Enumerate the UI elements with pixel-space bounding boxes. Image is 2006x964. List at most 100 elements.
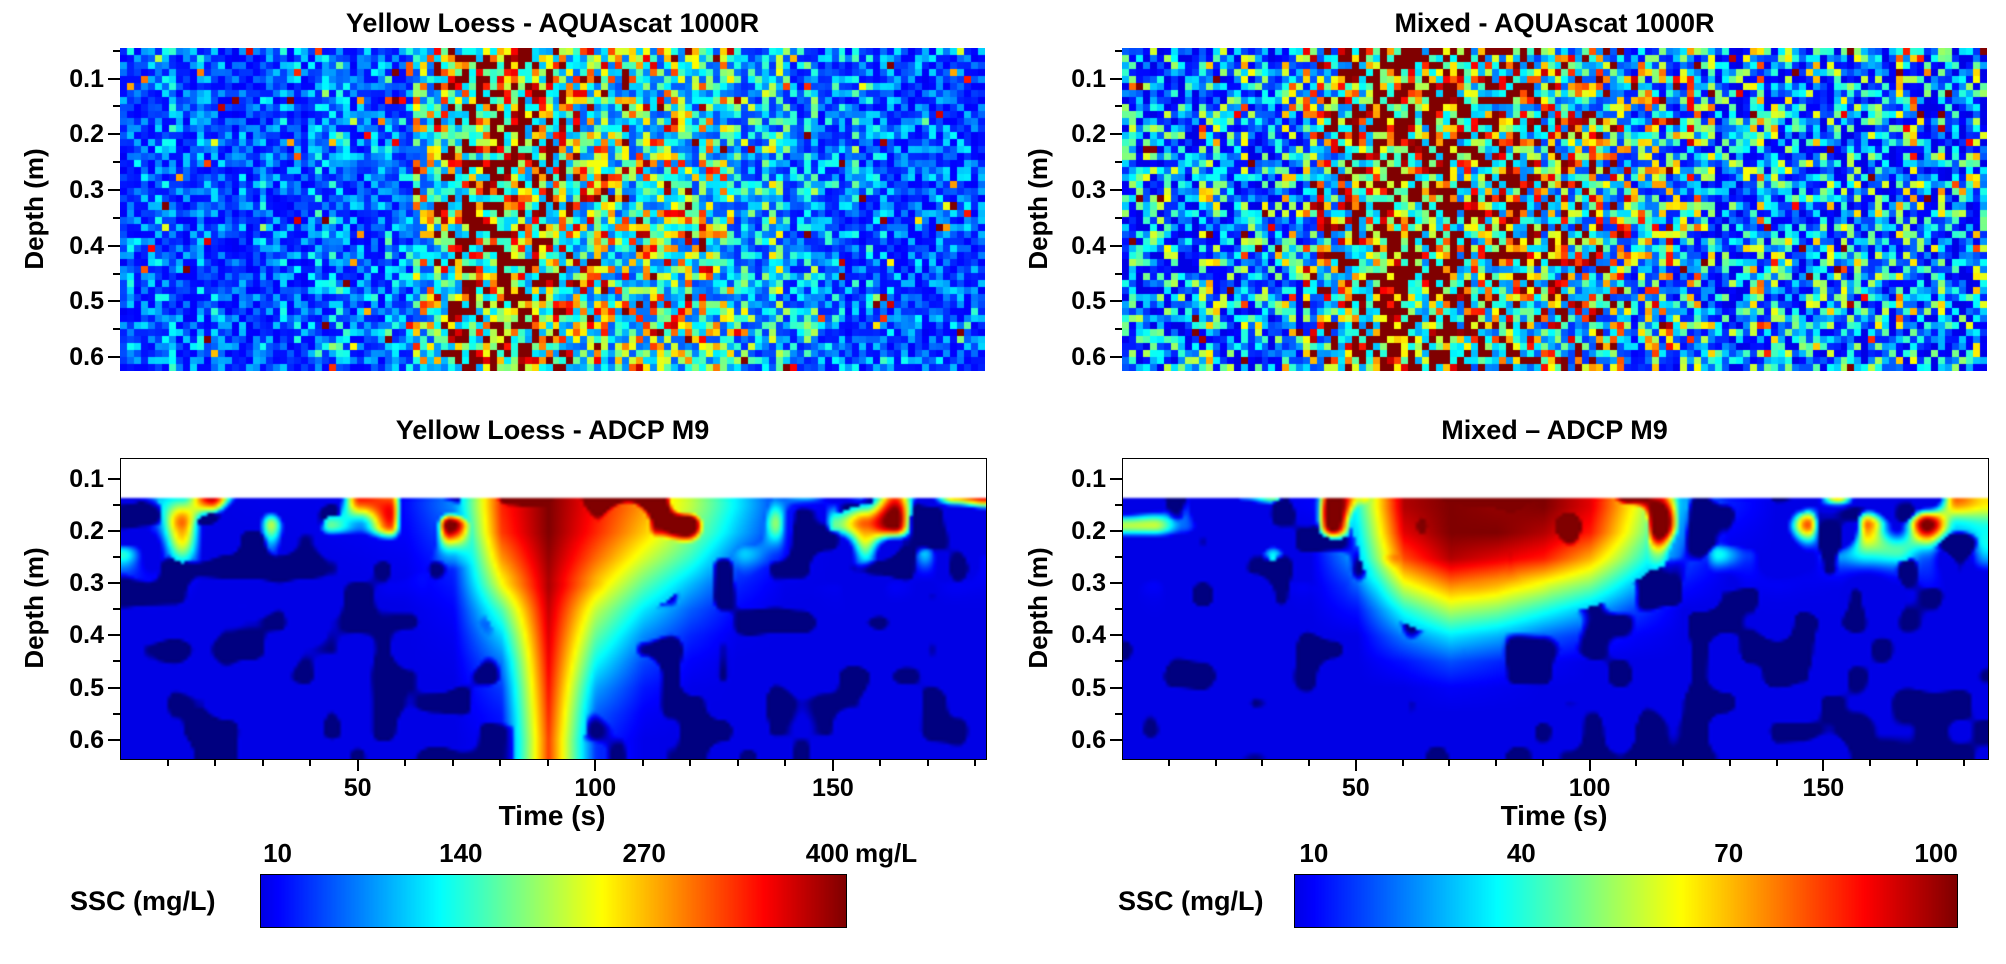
axis-tick-mark xyxy=(113,272,120,275)
axis-tick-mark xyxy=(1115,49,1122,52)
colorbar-label-right: SSC (mg/L) xyxy=(1118,886,1264,916)
axis-tick-mark xyxy=(1775,760,1778,766)
axis-tick-mark xyxy=(1110,634,1122,637)
axis-tick-mark xyxy=(1167,760,1170,766)
y-tick-label: 0.3 xyxy=(1071,569,1106,598)
axis-tick-mark xyxy=(1115,660,1122,663)
heatmap-adcp-mixed xyxy=(1122,458,1989,760)
axis-tick-mark xyxy=(879,760,882,766)
axis-tick-mark xyxy=(1110,582,1122,585)
y-tick-label: 0.1 xyxy=(69,64,104,93)
axis-tick-mark xyxy=(108,477,120,480)
colorbar-unit: mg/L xyxy=(855,838,918,868)
axis-tick-mark xyxy=(1869,760,1872,766)
axis-tick-mark xyxy=(1115,503,1122,506)
axis-tick-mark xyxy=(1110,244,1122,247)
axis-tick-mark xyxy=(113,556,120,559)
axis-tick-mark xyxy=(214,760,217,766)
axis-tick-mark xyxy=(108,77,120,80)
x-tick-label: 150 xyxy=(1802,774,1845,802)
axis-tick-mark xyxy=(926,760,929,766)
axis-tick-mark xyxy=(108,133,120,136)
panel-title-adcp-yellow-loess: Yellow Loess - ADCP M9 xyxy=(395,415,710,445)
y-tick-label: 0.6 xyxy=(69,343,104,372)
axis-tick-mark xyxy=(1115,272,1122,275)
axis-tick-mark xyxy=(113,105,120,108)
axis-tick-mark xyxy=(108,686,120,689)
axis-tick-mark xyxy=(1110,686,1122,689)
y-tick-label: 0.1 xyxy=(1071,464,1106,493)
y-tick-label: 0.2 xyxy=(69,517,104,546)
y-tick-label: 0.2 xyxy=(69,120,104,149)
colorbar-tick-label: 40 xyxy=(1506,838,1536,868)
axis-tick-mark xyxy=(546,760,549,766)
x-tick-label: 50 xyxy=(343,774,372,802)
colorbar-tick-label: 100 xyxy=(1914,838,1958,868)
axis-tick-mark xyxy=(113,161,120,164)
axis-tick-mark xyxy=(499,760,502,766)
axis-tick-mark xyxy=(1110,300,1122,303)
axis-tick-mark xyxy=(113,608,120,611)
heatmap-aquascat-mixed xyxy=(1122,48,1987,371)
x-tick-label: 100 xyxy=(574,774,617,802)
axis-tick-mark xyxy=(108,244,120,247)
y-tick-label: 0.1 xyxy=(69,464,104,493)
axis-tick-mark xyxy=(1728,760,1731,766)
y-tick-label: 0.6 xyxy=(1071,725,1106,754)
axis-tick-mark xyxy=(309,760,312,766)
y-tick-label: 0.5 xyxy=(69,673,104,702)
panel-title-aquascat-yellow-loess: Yellow Loess - AQUAscat 1000R xyxy=(345,8,760,38)
axis-tick-mark xyxy=(784,760,787,766)
axis-tick-mark xyxy=(356,760,359,771)
axis-tick-mark xyxy=(108,738,120,741)
axis-tick-mark xyxy=(1110,738,1122,741)
y-tick-label: 0.1 xyxy=(1071,64,1106,93)
y-tick-label: 0.3 xyxy=(69,176,104,204)
axis-tick-mark xyxy=(831,760,834,771)
axis-tick-mark xyxy=(1115,608,1122,611)
panel-title-aquascat-mixed: Mixed - AQUAscat 1000R xyxy=(1394,8,1715,38)
y-tick-label: 0.6 xyxy=(69,725,104,754)
colorbar-gradient-right xyxy=(1294,874,1958,928)
y-tick-label: 0.2 xyxy=(1071,120,1106,149)
x-tick-label: 150 xyxy=(812,774,854,802)
axis-tick-mark xyxy=(108,189,120,191)
axis-tick-mark xyxy=(1682,760,1685,766)
colorbar-tick-label: 400 xyxy=(805,838,850,868)
y-tick-label: 0.6 xyxy=(1071,343,1106,372)
axis-tick-mark xyxy=(1448,760,1451,766)
x-axis-label: Time (s) xyxy=(1500,800,1608,831)
axis-tick-mark xyxy=(1401,760,1404,766)
y-tick-label: 0.3 xyxy=(1071,176,1106,204)
y-tick-label: 0.4 xyxy=(69,231,104,260)
axis-tick-mark xyxy=(1308,760,1311,766)
axis-tick-mark xyxy=(113,49,120,52)
axis-tick-mark xyxy=(1962,760,1965,766)
axis-tick-mark xyxy=(1822,760,1825,771)
axis-tick-mark xyxy=(1635,760,1638,766)
axis-tick-mark xyxy=(736,760,739,766)
heatmap-aquascat-yellow-loess xyxy=(120,48,985,371)
axis-tick-mark xyxy=(108,582,120,585)
x-tick-label: 100 xyxy=(1568,774,1611,802)
x-axis-label: Time (s) xyxy=(498,800,606,831)
axis-tick-mark xyxy=(1261,760,1264,766)
colorbar-tick-label: 70 xyxy=(1714,838,1744,868)
axis-tick-mark xyxy=(451,760,454,766)
axis-tick-mark xyxy=(1214,760,1217,766)
axis-tick-mark xyxy=(1110,356,1122,359)
axis-tick-mark xyxy=(1915,760,1918,766)
axis-tick-mark xyxy=(404,760,407,766)
axis-tick-mark xyxy=(1110,530,1122,533)
x-tick-label: 50 xyxy=(1341,774,1370,802)
axis-tick-mark xyxy=(1115,712,1122,715)
y-tick-label: 0.4 xyxy=(1071,231,1106,260)
y-tick-label: 0.5 xyxy=(1071,673,1106,702)
y-tick-label: 0.5 xyxy=(69,287,104,316)
axis-tick-mark xyxy=(1115,161,1122,164)
axis-tick-mark xyxy=(1495,760,1498,766)
axis-tick-mark xyxy=(1110,133,1122,136)
y-tick-label: 0.4 xyxy=(69,621,104,650)
panel-title-adcp-mixed: Mixed – ADCP M9 xyxy=(1441,415,1668,445)
axis-tick-mark xyxy=(1115,216,1122,219)
